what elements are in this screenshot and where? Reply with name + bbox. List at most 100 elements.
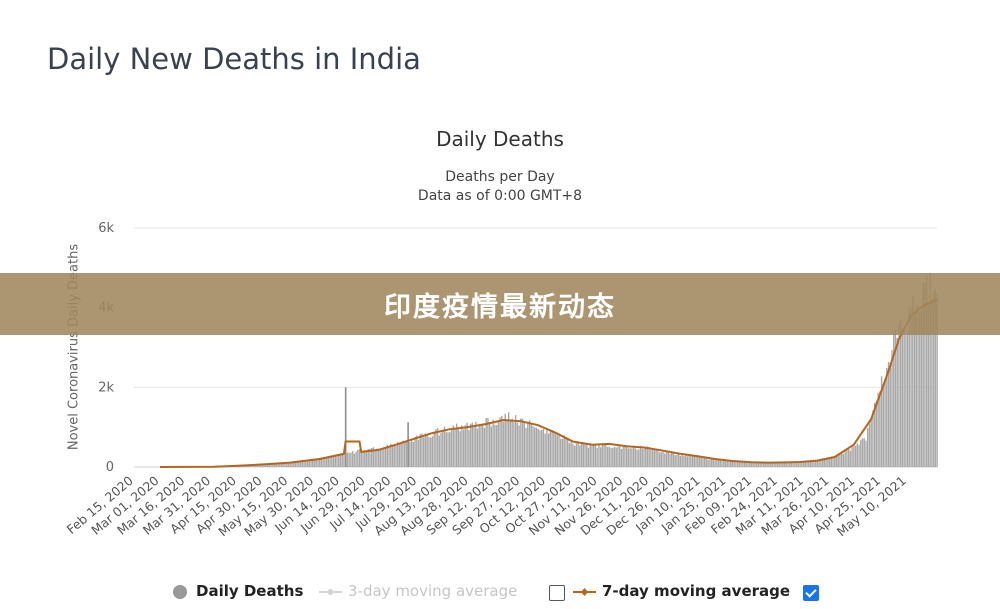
bar <box>808 461 810 467</box>
bar <box>695 455 697 467</box>
bar <box>266 463 269 467</box>
bar <box>879 391 881 467</box>
bar <box>766 463 768 467</box>
bar <box>794 462 796 467</box>
bar <box>483 427 486 467</box>
bar <box>665 451 668 467</box>
bar <box>677 453 680 467</box>
bar <box>310 459 312 467</box>
legend-item-7day-average[interactable]: 7-day moving average <box>572 582 790 600</box>
bar <box>353 453 356 467</box>
bar <box>530 423 532 467</box>
bar <box>565 437 567 467</box>
bar <box>818 459 820 467</box>
bar <box>403 442 406 467</box>
bar <box>924 282 926 467</box>
moving-average-line <box>159 298 938 468</box>
bar <box>407 422 409 467</box>
legend-item-daily-deaths[interactable]: Daily Deaths <box>172 582 303 600</box>
bar <box>875 400 878 467</box>
bar <box>596 448 598 467</box>
bar <box>499 417 501 467</box>
bar <box>534 427 536 467</box>
bar <box>509 421 512 467</box>
bar <box>379 449 382 467</box>
7day-average-checkbox[interactable] <box>803 585 819 601</box>
bar <box>703 456 706 467</box>
bar <box>922 282 924 467</box>
bar <box>298 461 300 467</box>
bar <box>256 464 258 467</box>
bar <box>870 418 872 467</box>
bar <box>358 449 361 467</box>
bar <box>849 450 852 467</box>
bar <box>613 446 616 467</box>
bar <box>280 463 283 467</box>
bar <box>495 425 498 467</box>
bar <box>254 464 257 467</box>
bar <box>891 350 893 467</box>
bar <box>442 430 444 467</box>
bar <box>690 456 692 467</box>
bar <box>447 432 449 467</box>
bar <box>610 447 612 467</box>
bar <box>834 457 836 467</box>
bar <box>882 386 885 467</box>
bar <box>260 464 262 467</box>
bar <box>842 453 845 467</box>
bar <box>514 415 517 467</box>
bar <box>797 462 800 467</box>
bar <box>620 449 623 467</box>
bar <box>783 462 786 467</box>
bar <box>429 437 432 467</box>
bar <box>338 454 340 467</box>
bar <box>863 438 865 467</box>
bar <box>743 462 746 467</box>
bar <box>485 417 487 467</box>
bar <box>308 460 310 467</box>
banner-text: 印度疫情最新动态 <box>384 291 616 323</box>
bar <box>518 425 520 467</box>
bar <box>624 446 626 467</box>
bar <box>277 463 279 467</box>
bar <box>615 447 617 467</box>
bar <box>279 463 281 467</box>
bar <box>315 459 317 467</box>
bar <box>525 427 527 467</box>
bar <box>710 458 713 467</box>
bar <box>730 460 732 467</box>
bar <box>776 462 779 467</box>
chart-subtitle-date: Data as of 0:00 GMT+8 <box>417 188 583 204</box>
bar <box>880 376 883 467</box>
bar <box>731 460 734 467</box>
bar <box>461 425 463 467</box>
legend-item-3day-average[interactable]: 3-day moving average <box>318 582 517 600</box>
gray-circle-icon <box>173 585 187 599</box>
bar <box>608 446 611 467</box>
bar <box>443 426 446 467</box>
bar <box>901 328 904 467</box>
bar <box>841 453 843 467</box>
bar <box>299 460 302 467</box>
bar <box>506 420 508 467</box>
bar <box>884 378 886 467</box>
bar <box>556 435 558 467</box>
bar <box>865 440 867 467</box>
bar <box>466 422 468 467</box>
bar <box>712 459 715 467</box>
bar <box>622 446 624 467</box>
bar <box>351 451 354 467</box>
3day-average-checkbox[interactable] <box>549 585 565 601</box>
bar <box>806 460 808 467</box>
bar <box>667 452 669 467</box>
bar <box>487 418 489 467</box>
bar <box>893 334 895 467</box>
bar <box>419 433 421 467</box>
bar <box>405 440 408 467</box>
bar <box>586 444 588 467</box>
bar <box>513 422 515 467</box>
bar <box>674 455 676 467</box>
bar <box>868 423 871 467</box>
bar <box>268 463 271 467</box>
bar <box>936 293 938 467</box>
